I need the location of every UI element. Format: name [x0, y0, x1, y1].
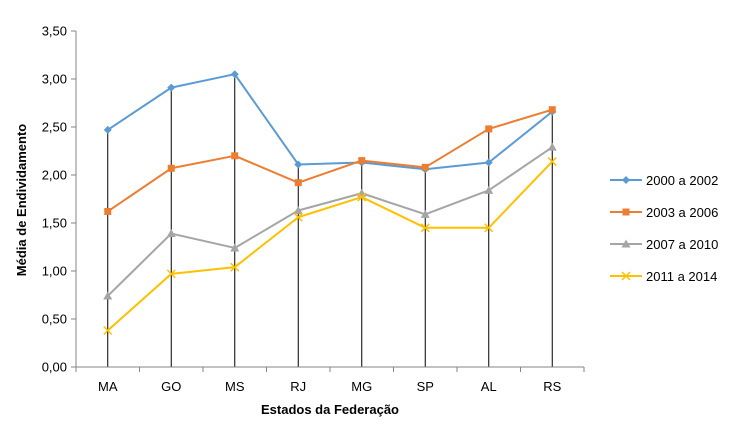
- legend-item-2011-a-2014: 2011 a 2014: [610, 269, 717, 284]
- x-stroke: [293, 212, 303, 222]
- series-line-2011-a-2014: [107, 160, 553, 332]
- data-point-2007-a-2010: [293, 206, 303, 215]
- legend-item-2000-a-2002: 2000 a 2002: [610, 173, 718, 188]
- y-tick-label: 1,50: [42, 216, 67, 231]
- data-point-2003-a-2006: [485, 125, 493, 133]
- tick-labels: 0,00 0,50 1,00 1,50 2,00 2,50 3,00 3,50 MA GO MS RJ…: [42, 24, 562, 395]
- data-point-2011-a-2014: [103, 325, 113, 336]
- data-point-2007-a-2010: [357, 188, 367, 197]
- data-point-2003-a-2006: [231, 152, 239, 160]
- y-tick-label: 3,00: [42, 72, 67, 87]
- x-axis-title: Estados da Federação: [261, 402, 399, 417]
- legend-label: 2011 a 2014: [646, 269, 717, 284]
- data-point-2011-a-2014: [293, 212, 303, 222]
- data-point-2003-a-2006: [167, 164, 175, 172]
- data-point-2011-a-2014: [166, 269, 176, 279]
- legend-label: 2003 a 2006: [646, 205, 718, 220]
- x-stroke: [420, 223, 430, 233]
- legend-item-2007-a-2010: 2007 a 2010: [610, 237, 718, 252]
- y-axis-title: Média de Endividamento: [14, 124, 29, 276]
- legend-marker: [622, 208, 630, 216]
- data-point-2011-a-2014: [357, 192, 367, 202]
- y-tick-label: 0,50: [42, 312, 67, 327]
- x-tick-label: MG: [351, 379, 372, 394]
- x-stroke: [230, 262, 240, 272]
- data-point-2007-a-2010: [103, 291, 113, 300]
- axes: [71, 30, 585, 372]
- y-tick-label: 3,50: [42, 24, 67, 39]
- data-point-2011-a-2014: [230, 262, 240, 272]
- legend-marker: [621, 271, 631, 281]
- x-tick-label: SP: [417, 379, 434, 394]
- x-stroke: [484, 223, 494, 233]
- legend-marker: [621, 239, 631, 248]
- data-point-2000-a-2002: [167, 83, 176, 92]
- x-stroke: [621, 271, 631, 281]
- data-point-2007-a-2010: [484, 185, 494, 194]
- legend-label: 2007 a 2010: [646, 237, 718, 252]
- drop-lines: [107, 74, 553, 367]
- series-line-2000-a-2002: [107, 73, 553, 171]
- legend-label: 2000 a 2002: [646, 173, 718, 188]
- data-point-2007-a-2010: [230, 243, 240, 252]
- y-tick-label: 1,00: [42, 264, 67, 279]
- series-markers: [103, 70, 557, 336]
- series-lines: [107, 73, 553, 332]
- y-tick-label: 0,00: [42, 360, 67, 375]
- y-tick-label: 2,50: [42, 120, 67, 135]
- x-stroke: [166, 269, 176, 279]
- data-point-2003-a-2006: [358, 157, 366, 165]
- x-tick-label: RJ: [290, 379, 306, 394]
- y-tick-label: 2,00: [42, 168, 67, 183]
- data-point-2000-a-2002: [294, 160, 303, 169]
- data-point-2011-a-2014: [484, 223, 494, 233]
- data-point-2007-a-2010: [420, 209, 430, 218]
- legend: 2000 a 2002 2003 a 2006 2007 a 2010 2011 a …: [610, 173, 718, 284]
- series-line-2003-a-2006: [107, 108, 553, 213]
- x-tick-label: MA: [98, 379, 118, 394]
- data-point-2003-a-2006: [548, 106, 556, 114]
- series-line-2007-a-2010: [107, 146, 553, 297]
- data-point-2011-a-2014: [547, 157, 557, 167]
- x-stroke: [103, 325, 113, 336]
- data-point-2000-a-2002: [230, 70, 239, 79]
- x-tick-label: AL: [481, 379, 497, 394]
- legend-marker: [622, 176, 630, 184]
- x-stroke: [547, 157, 557, 167]
- data-point-2000-a-2002: [484, 158, 493, 167]
- legend-item-2003-a-2006: 2003 a 2006: [610, 205, 718, 220]
- x-tick-label: GO: [161, 379, 181, 394]
- x-stroke: [357, 192, 367, 202]
- data-point-2000-a-2002: [103, 125, 112, 134]
- data-point-2003-a-2006: [421, 163, 429, 171]
- data-point-2003-a-2006: [104, 207, 112, 215]
- data-point-2007-a-2010: [547, 142, 557, 151]
- data-point-2007-a-2010: [166, 229, 176, 238]
- data-point-2011-a-2014: [420, 223, 430, 233]
- x-tick-label: RS: [543, 379, 561, 394]
- x-tick-label: MS: [225, 379, 245, 394]
- data-point-2003-a-2006: [294, 179, 302, 187]
